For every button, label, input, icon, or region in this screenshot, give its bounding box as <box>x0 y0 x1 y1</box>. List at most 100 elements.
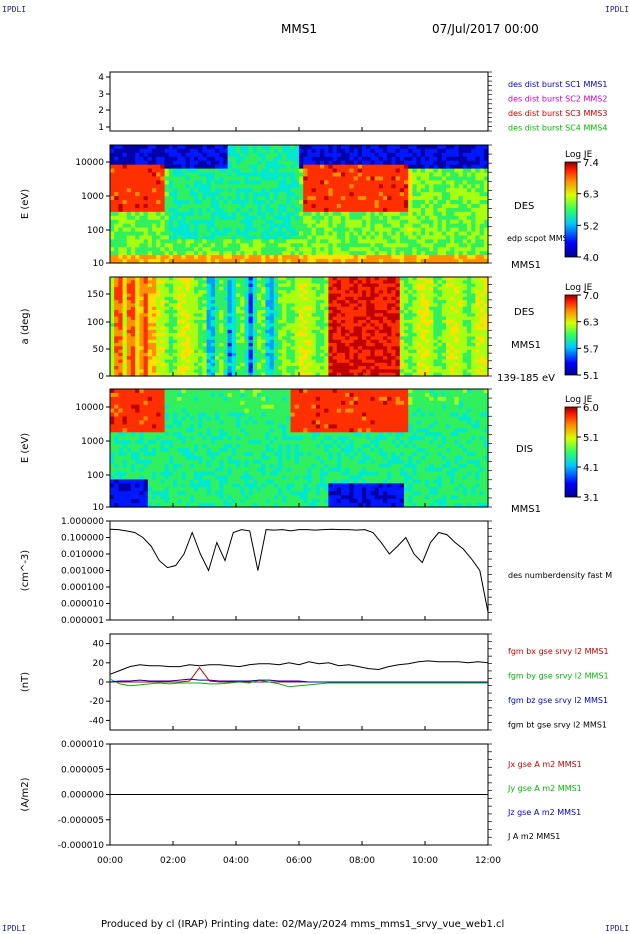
spectrogram-cell <box>467 211 472 217</box>
spectrogram-cell <box>164 247 170 252</box>
spectrogram-cell <box>450 184 455 189</box>
spectrogram-cell <box>408 168 413 174</box>
spectrogram-cell <box>147 372 153 377</box>
spectrogram-cell <box>324 303 329 308</box>
spectrogram-cell <box>273 372 279 377</box>
spectrogram-cell <box>185 152 191 158</box>
spectrogram-cell <box>273 231 279 237</box>
spectrogram-cell <box>110 369 115 374</box>
spectrogram-cell <box>320 184 325 189</box>
spectrogram-cell <box>399 352 405 357</box>
spectrogram-cell <box>286 300 292 304</box>
spectrogram-cell <box>412 196 418 201</box>
spectrogram-cell <box>353 207 359 213</box>
spectrogram-cell <box>341 300 346 304</box>
spectrogram-cell <box>210 369 216 374</box>
spectrogram-cell <box>299 296 304 301</box>
spectrogram-cell <box>303 372 308 377</box>
spectrogram-cell <box>223 176 229 181</box>
spectrogram-cell <box>122 286 128 291</box>
spectrogram-cell <box>126 211 132 217</box>
spectrogram-cell <box>185 316 191 321</box>
spectrogram-cell <box>202 215 208 221</box>
spectrogram-cell <box>160 184 166 189</box>
spectrogram-cell <box>143 310 149 314</box>
spectrogram-cell <box>383 204 388 209</box>
spectrogram-cell <box>206 286 212 291</box>
spectrogram-cell <box>467 145 472 150</box>
spectrogram-cell <box>483 168 489 174</box>
spectrogram-cell <box>223 200 229 205</box>
spectrogram-cell <box>210 310 216 314</box>
spectrogram-cell <box>210 200 216 205</box>
spectrogram-cell <box>248 313 254 318</box>
spectrogram-cell <box>353 339 359 344</box>
spectrogram-cell <box>248 369 254 374</box>
spectrogram-cell <box>299 207 304 213</box>
spectrogram-cell <box>110 239 115 244</box>
spectrogram-cell <box>332 160 338 166</box>
spectrogram-cell <box>282 277 287 281</box>
spectrogram-cell <box>248 356 254 361</box>
spectrogram-cell <box>324 156 329 162</box>
spectrogram-cell <box>206 349 212 354</box>
spectrogram-cell <box>467 156 472 162</box>
spectrogram-cell <box>420 243 426 248</box>
spectrogram-cell <box>185 339 191 344</box>
spectrogram-cell <box>341 219 346 225</box>
spectrogram-cell <box>383 333 388 337</box>
spectrogram-cell <box>307 188 313 193</box>
spectrogram-cell <box>261 366 266 370</box>
spectrogram-cell <box>160 303 166 308</box>
spectrogram-cell <box>219 200 224 205</box>
spectrogram-cell <box>147 346 153 351</box>
spectrogram-cell <box>315 277 321 281</box>
spectrogram-cell <box>345 329 350 334</box>
spectrogram-cell <box>408 280 413 285</box>
spectrogram-cell <box>471 192 476 197</box>
spectrogram-cell <box>185 329 191 334</box>
spectrogram-cell <box>349 372 355 377</box>
spectrogram-cell <box>383 223 388 229</box>
spectrogram-cell <box>328 188 334 193</box>
spectrogram-cell <box>353 176 359 181</box>
spectrogram-cell <box>441 160 447 166</box>
spectrogram-cell <box>416 349 422 354</box>
spectrogram-cell <box>206 200 212 205</box>
spectrogram-cell <box>177 180 182 185</box>
spectrogram-cell <box>152 343 157 347</box>
spectrogram-cell <box>126 148 132 154</box>
spectrogram-cell <box>345 372 350 377</box>
spectrogram-cell <box>118 352 124 357</box>
burst-tick-label: 1 <box>98 123 104 133</box>
spectrogram-cell <box>164 255 170 260</box>
spectrogram-cell <box>395 215 401 221</box>
spectrogram-cell <box>299 156 304 162</box>
spectrogram-cell <box>244 326 250 331</box>
spectrogram-cell <box>168 223 174 229</box>
spectrogram-cell <box>324 336 329 341</box>
spectrogram-cell <box>269 286 275 291</box>
spectrogram-cell <box>261 300 266 304</box>
spectrogram-cell <box>341 176 346 181</box>
spectrogram-cell <box>370 196 376 201</box>
spectrogram-cell <box>244 362 250 367</box>
spectrogram-cell <box>219 223 224 229</box>
spectrogram-cell <box>408 196 413 201</box>
spectrogram-cell <box>261 192 266 197</box>
spectrogram-cell <box>248 215 254 221</box>
spectrogram-cell <box>231 323 237 328</box>
spectrogram-cell <box>131 180 136 185</box>
spectrogram-cell <box>362 362 367 367</box>
spectrogram-cell <box>370 316 376 321</box>
spectrogram-cell <box>328 243 334 248</box>
spectrogram-cell <box>126 184 132 189</box>
spectrogram-cell <box>416 303 422 308</box>
spectrogram-cell <box>479 152 485 158</box>
spectrogram-cell <box>290 352 296 357</box>
spectrogram-cell <box>412 251 418 256</box>
spectrogram-cell <box>341 306 346 311</box>
spectrogram-cell <box>252 176 258 181</box>
spectrogram-cell <box>341 362 346 367</box>
spectrogram-cell <box>332 215 338 221</box>
